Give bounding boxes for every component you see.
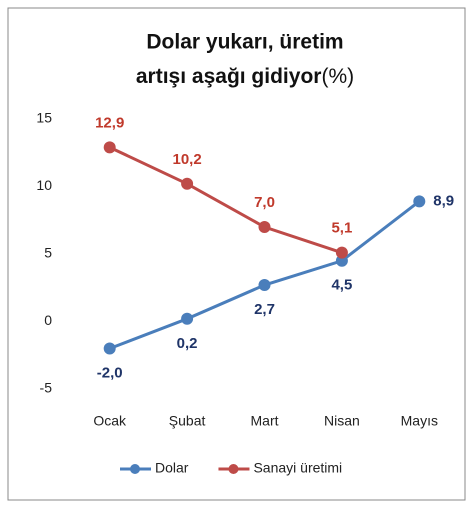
data-point [335, 246, 348, 259]
data-label: 10,2 [172, 151, 201, 168]
y-tick-label: 5 [44, 245, 52, 261]
legend-label: Dolar [155, 460, 189, 476]
data-label: 2,7 [254, 301, 275, 318]
y-tick-label: 15 [36, 110, 52, 126]
x-tick-label: Mart [251, 413, 279, 429]
data-point [258, 279, 271, 292]
x-tick-label: Mayıs [401, 413, 438, 429]
chart-frame [7, 7, 466, 501]
series-line [109, 145, 343, 255]
data-point [258, 221, 271, 233]
y-tick-label: -5 [40, 380, 53, 396]
chart-title-unit: (%) [321, 65, 354, 88]
y-tick-label: 0 [44, 312, 52, 328]
data-label: 12,9 [95, 114, 124, 131]
data-point [103, 342, 116, 355]
legend-marker [228, 464, 239, 474]
data-point [181, 177, 194, 190]
data-label: 5,1 [331, 220, 352, 237]
data-point [103, 141, 116, 154]
data-label: 8,9 [433, 192, 454, 209]
x-tick-label: Nisan [324, 413, 360, 429]
data-label: -2,0 [97, 364, 123, 381]
chart-title: artışı aşağı gidiyor(%) [136, 65, 354, 88]
data-point [181, 312, 194, 325]
data-label: 4,5 [331, 277, 352, 294]
x-tick-label: Ocak [93, 413, 127, 429]
chart-title: Dolar yukarı, üretim [146, 31, 343, 54]
data-label: 0,2 [177, 335, 198, 352]
x-tick-label: Şubat [169, 413, 206, 429]
y-tick-label: 10 [36, 177, 52, 193]
legend-label: Sanayi üretimi [253, 460, 342, 476]
legend-marker [130, 464, 140, 474]
data-point [413, 195, 426, 208]
chart-title-line: artışı aşağı gidiyor [136, 65, 322, 88]
data-label: 7,0 [254, 194, 275, 211]
